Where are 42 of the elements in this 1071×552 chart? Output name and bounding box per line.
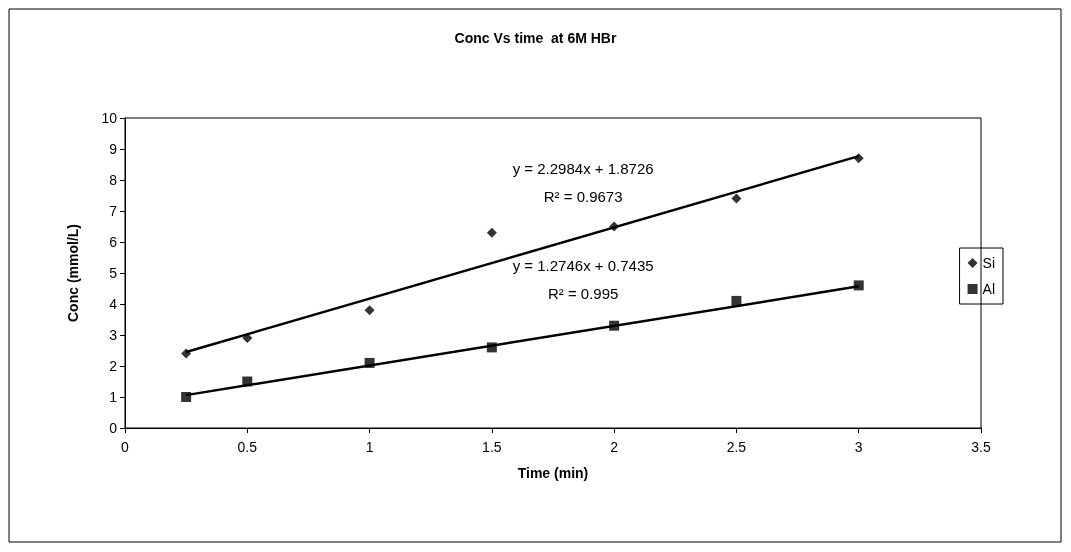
x-tick-label: 2 <box>610 439 619 455</box>
y-tick-label: 2 <box>109 358 118 374</box>
chart-title: Conc Vs time at 6M HBr <box>454 30 617 46</box>
y-tick-label: 7 <box>109 203 118 219</box>
x-tick-label: 2.5 <box>726 439 747 455</box>
y-tick-label: 8 <box>109 172 118 188</box>
y-tick-label: 5 <box>109 265 118 281</box>
x-tick-label: 3 <box>854 439 863 455</box>
y-tick-label: 1 <box>109 389 118 405</box>
annotation: R² = 0.995 <box>547 285 619 303</box>
point <box>364 357 375 368</box>
x-tick-label: 0 <box>121 439 130 455</box>
x-tick-label: 0.5 <box>237 439 258 455</box>
y-tick-label: 9 <box>109 141 118 157</box>
y-tick-label: 0 <box>109 420 118 436</box>
y-axis-title: Conc (mmol/L) <box>65 224 81 322</box>
point <box>181 392 192 402</box>
x-tick-label: 1 <box>365 439 374 455</box>
y-tick-label: 3 <box>109 327 118 343</box>
point <box>731 295 742 306</box>
annotation: y = 2.2984x + 1.8726 <box>512 160 654 178</box>
x-axis-title: Time (min) <box>517 465 589 481</box>
point <box>731 193 742 204</box>
point <box>364 305 375 316</box>
legend-label: Al <box>982 281 995 297</box>
point <box>486 227 497 238</box>
point <box>853 280 864 291</box>
point <box>486 342 497 353</box>
legend-label: Si <box>982 255 995 271</box>
y-tick-label: 10 <box>101 110 118 126</box>
annotation: y = 1.2746x + 0.7435 <box>512 257 654 275</box>
point <box>609 320 620 331</box>
point <box>242 333 253 344</box>
x-tick-label: 3.5 <box>971 439 991 455</box>
x-tick-label: 1.5 <box>482 439 502 455</box>
point <box>181 348 192 359</box>
y-tick-label: 6 <box>109 234 118 250</box>
point <box>609 221 620 232</box>
y-tick-label: 4 <box>109 296 118 312</box>
point <box>853 153 864 164</box>
annotation: R² = 0.9673 <box>543 188 623 206</box>
point <box>242 376 253 387</box>
